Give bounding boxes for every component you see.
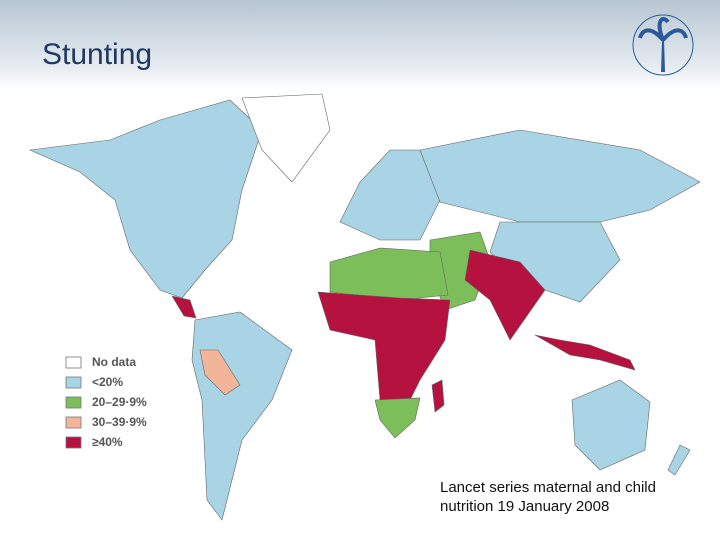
madagascar xyxy=(431,379,445,413)
legend-swatch xyxy=(65,396,82,409)
australia xyxy=(571,379,651,471)
new-zealand xyxy=(667,444,691,476)
legend-label: ≥40% xyxy=(92,435,123,449)
legend-label: <20% xyxy=(92,375,123,389)
caption: Lancet series maternal and child nutriti… xyxy=(440,478,656,516)
south-asia xyxy=(464,249,546,341)
legend: No data <20% 20–29·9% 30–39·9% ≥40% xyxy=(65,355,147,449)
legend-swatch xyxy=(65,356,82,369)
central-america xyxy=(171,295,197,319)
north-africa xyxy=(329,247,449,301)
logo xyxy=(632,14,694,76)
legend-label: 30–39·9% xyxy=(92,415,147,429)
south-america xyxy=(191,311,293,521)
caption-line: Lancet series maternal and child xyxy=(440,479,656,496)
world-map xyxy=(28,93,701,521)
central-africa xyxy=(317,291,451,401)
asia xyxy=(419,129,701,223)
north-america xyxy=(28,99,263,299)
andes xyxy=(199,349,241,396)
southern-africa xyxy=(374,397,421,439)
legend-label: No data xyxy=(92,355,136,369)
legend-swatch xyxy=(65,376,82,389)
legend-swatch xyxy=(65,436,82,449)
slide-title: Stunting xyxy=(42,38,153,71)
legend-swatch xyxy=(65,416,82,429)
header-band xyxy=(0,0,720,90)
greenland xyxy=(241,93,331,183)
legend-label: 20–29·9% xyxy=(92,395,147,409)
southeast-asia xyxy=(534,334,636,371)
caption-line: nutrition 19 January 2008 xyxy=(440,498,610,515)
